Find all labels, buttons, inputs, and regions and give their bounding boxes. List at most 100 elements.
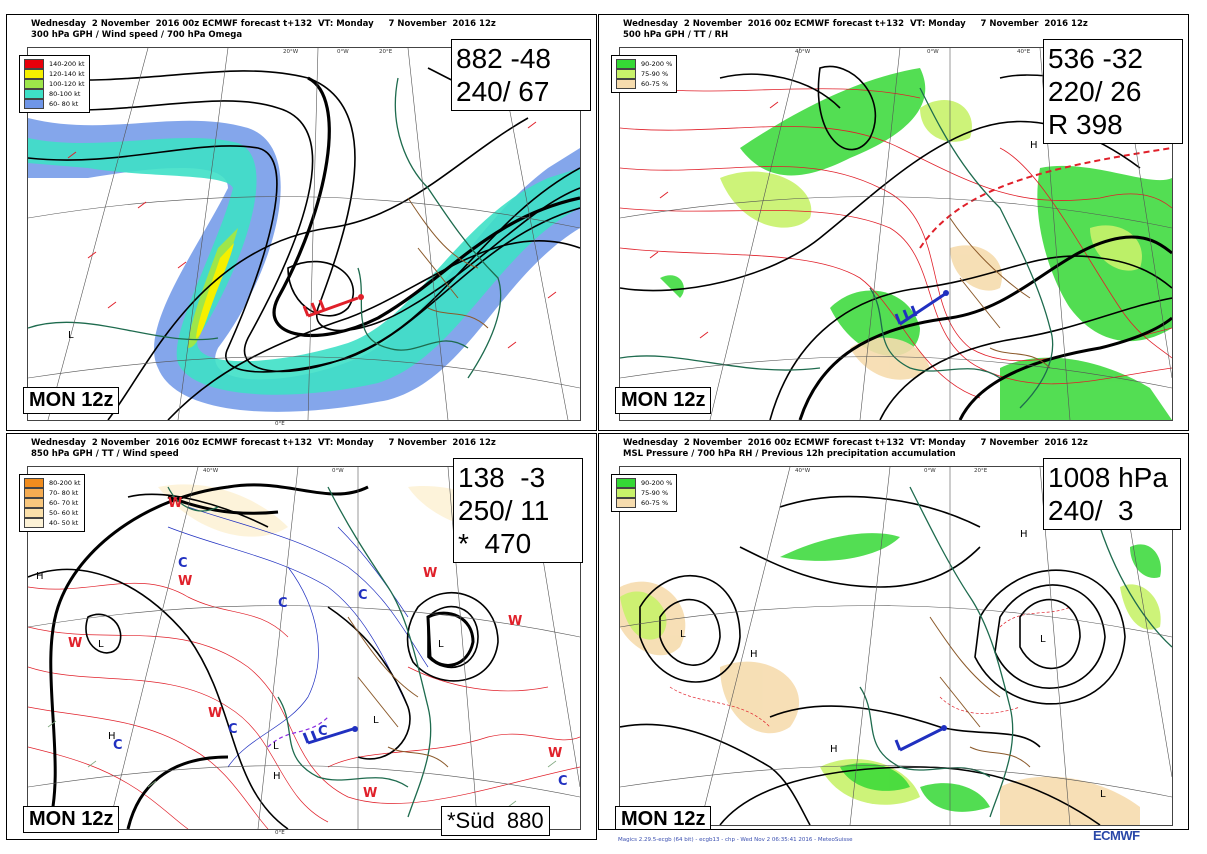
info-line: 882 -48 (456, 43, 551, 74)
svg-text:C: C (228, 722, 238, 737)
panel-header: Wednesday 2 November 2016 00z ECMWF fore… (623, 438, 1088, 460)
info-box: 138 -3 250/ 11 * 470 (453, 458, 583, 563)
map-graphic: H (620, 48, 1172, 420)
legend-item: 140-200 kt (24, 59, 85, 69)
tick-label: 0°W (924, 468, 936, 474)
legend-swatch (616, 488, 636, 498)
location-wind-barb (894, 727, 943, 752)
tick-label: 0°E (275, 421, 285, 427)
jet-band-yellow (196, 243, 234, 338)
tick-label: 0°W (927, 49, 939, 55)
jet-band-cyan (28, 138, 580, 395)
legend-item: 80-200 kt (24, 478, 80, 488)
legend-swatch (24, 508, 44, 518)
tick-label: 40°W (795, 49, 811, 55)
tick-label: 20°W (283, 49, 299, 55)
contour (107, 117, 529, 420)
legend-item: 90-200 % (616, 478, 672, 488)
tick-label: 40°W (795, 468, 811, 474)
legend-item: 100-120 kt (24, 79, 85, 89)
svg-text:C: C (278, 596, 288, 611)
header-line1: Wednesday 2 November 2016 00z ECMWF fore… (623, 19, 1088, 29)
contour (167, 239, 580, 420)
valid-time-label: MON 12z (23, 387, 120, 414)
legend-item: 60-75 % (616, 79, 672, 89)
tick-label: 40°E (1017, 49, 1031, 55)
header-line2: 850 hPa GPH / TT / Wind speed (31, 449, 179, 459)
svg-text:W: W (168, 496, 182, 511)
svg-text:H: H (750, 649, 758, 660)
svg-text:L: L (680, 629, 686, 640)
panel-850hpa: Wednesday 2 November 2016 00z ECMWF fore… (6, 433, 597, 840)
svg-text:C: C (318, 724, 328, 739)
valid-time-label: MON 12z (615, 806, 712, 829)
info-line: 536 -32 (1048, 43, 1143, 74)
coastline (28, 321, 219, 341)
svg-text:W: W (508, 614, 522, 629)
info-line: 240/ 67 (456, 76, 550, 107)
legend-swatch (24, 488, 44, 498)
header-line1: Wednesday 2 November 2016 00z ECMWF fore… (31, 19, 496, 29)
svg-text:L: L (68, 330, 74, 341)
tick-label: 0°W (332, 468, 344, 474)
svg-text:H: H (1020, 529, 1028, 540)
coastline (394, 77, 502, 379)
info-line: 1008 hPa (1048, 462, 1168, 493)
location-wind-barb (894, 292, 946, 326)
svg-text:W: W (548, 746, 562, 761)
info-box: 1008 hPa 240/ 3 (1043, 458, 1181, 530)
panel-500hpa: Wednesday 2 November 2016 00z ECMWF fore… (598, 14, 1189, 431)
panel-header: Wednesday 2 November 2016 00z ECMWF fore… (31, 438, 496, 460)
location-marker (943, 290, 949, 296)
footer-credit: Magics 2.29.5-ecgb (64 bit) - ecgb13 - c… (618, 837, 853, 843)
legend-swatch (24, 99, 44, 109)
location-marker (941, 725, 947, 731)
header-line2: MSL Pressure / 700 hPa RH / Previous 12h… (623, 449, 956, 459)
svg-text:L: L (1100, 789, 1106, 800)
contour (28, 145, 580, 373)
legend: 90-200 % 75-90 % 60-75 % (611, 55, 678, 93)
legend-swatch (24, 518, 44, 528)
legend-item: 60- 80 kt (24, 99, 85, 109)
header-line2: 500 hPa GPH / TT / RH (623, 30, 729, 40)
map-graphic: L L H H H L (620, 467, 1172, 825)
ecmwf-logo-text: ECMWF (1093, 828, 1140, 843)
location-wind-barb (302, 727, 354, 745)
svg-text:L: L (438, 639, 444, 650)
svg-text:L: L (98, 639, 104, 650)
legend-swatch (616, 498, 636, 508)
header-line2: 300 hPa GPH / Wind speed / 700 hPa Omega (31, 30, 243, 40)
tick-label: 0°E (275, 830, 285, 836)
country-border (407, 197, 489, 329)
info-box: 882 -48 240/ 67 (451, 39, 591, 111)
svg-text:L: L (1040, 634, 1046, 645)
contour (287, 260, 355, 317)
panel-300hpa: Wednesday 2 November 2016 00z ECMWF fore… (6, 14, 597, 431)
legend-item: 75-90 % (616, 488, 672, 498)
legend-item: 50- 60 kt (24, 508, 80, 518)
svg-text:C: C (558, 774, 568, 789)
panel-msl: Wednesday 2 November 2016 00z ECMWF fore… (598, 433, 1189, 830)
location-marker (358, 294, 364, 300)
svg-text:W: W (208, 706, 222, 721)
legend-item: 120-140 kt (24, 69, 85, 79)
tick-label: 20°E (379, 49, 393, 55)
svg-text:C: C (178, 556, 188, 571)
location-marker (352, 726, 358, 732)
legend-swatch (24, 498, 44, 508)
info-line: 240/ 3 (1048, 495, 1134, 526)
legend-swatch (24, 478, 44, 488)
legend-item: 40- 50 kt (24, 518, 80, 528)
legend: 140-200 kt 120-140 kt 100-120 kt 80-100 … (19, 55, 90, 113)
legend-swatch (24, 79, 44, 89)
header-line1: Wednesday 2 November 2016 00z ECMWF fore… (31, 438, 496, 448)
legend-item: 70- 80 kt (24, 488, 80, 498)
location-wind-barb (302, 296, 359, 318)
legend: 90-200 % 75-90 % 60-75 % (611, 474, 678, 512)
legend-swatch (616, 59, 636, 69)
svg-text:H: H (830, 744, 838, 755)
panel-header: Wednesday 2 November 2016 00z ECMWF fore… (31, 19, 496, 41)
info-line: 138 -3 (458, 462, 546, 493)
legend-swatch (616, 478, 636, 488)
station-label: *Süd 880 (441, 806, 550, 836)
